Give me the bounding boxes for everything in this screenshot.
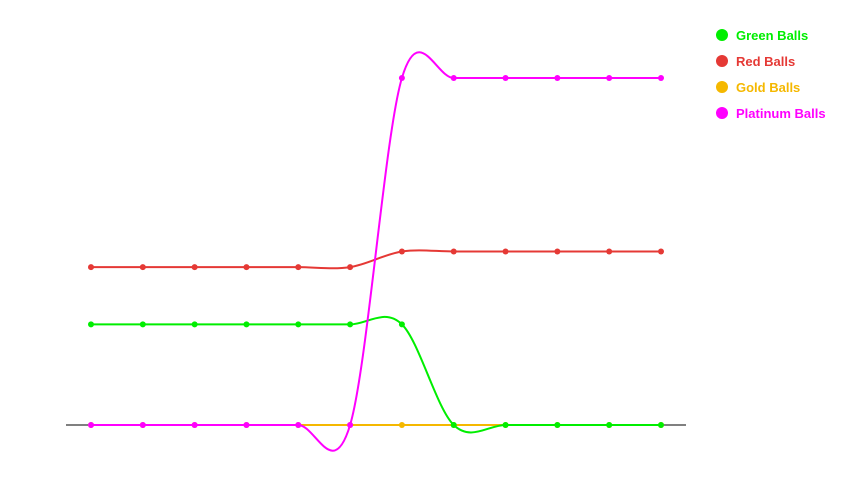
data-point-platinum-balls[interactable]: [658, 75, 664, 81]
data-point-green-balls[interactable]: [554, 422, 561, 428]
legend-label: Red Balls: [736, 53, 796, 69]
data-point-green-balls[interactable]: [450, 422, 457, 428]
data-point-platinum-balls[interactable]: [139, 422, 146, 428]
legend-item-red-balls[interactable]: Red Balls: [716, 48, 826, 74]
data-point-red-balls[interactable]: [606, 248, 613, 255]
data-point-platinum-balls[interactable]: [347, 422, 354, 428]
data-point-platinum-balls[interactable]: [295, 422, 302, 428]
data-point-green-balls[interactable]: [658, 422, 664, 428]
data-point-platinum-balls[interactable]: [88, 422, 94, 428]
data-point-red-balls[interactable]: [347, 264, 354, 271]
data-point-platinum-balls[interactable]: [243, 422, 250, 428]
legend-swatch: [716, 107, 728, 119]
data-point-red-balls[interactable]: [554, 248, 561, 255]
data-point-platinum-balls[interactable]: [502, 75, 509, 81]
series-layer: [88, 51, 664, 452]
legend-swatch: [716, 29, 728, 41]
data-point-red-balls[interactable]: [658, 248, 664, 255]
legend-item-green-balls[interactable]: Green Balls: [716, 22, 826, 48]
data-point-red-balls[interactable]: [243, 264, 250, 271]
legend-label: Green Balls: [736, 27, 809, 43]
legend-swatch: [716, 55, 728, 67]
data-point-platinum-balls[interactable]: [606, 75, 613, 81]
data-point-green-balls[interactable]: [606, 422, 613, 428]
data-point-gold-balls[interactable]: [398, 422, 405, 428]
data-point-green-balls[interactable]: [88, 321, 94, 328]
data-point-red-balls[interactable]: [502, 248, 509, 255]
legend-swatch: [716, 81, 728, 93]
series-line-platinum-balls: [90, 51, 661, 452]
data-point-green-balls[interactable]: [139, 321, 146, 328]
data-point-green-balls[interactable]: [502, 422, 509, 428]
data-point-red-balls[interactable]: [88, 264, 94, 271]
data-point-green-balls[interactable]: [243, 321, 250, 328]
data-point-green-balls[interactable]: [398, 321, 405, 328]
data-point-platinum-balls[interactable]: [191, 422, 198, 428]
data-point-platinum-balls[interactable]: [398, 75, 405, 81]
legend-item-gold-balls[interactable]: Gold Balls: [716, 74, 826, 100]
data-point-red-balls[interactable]: [191, 264, 198, 271]
data-point-red-balls[interactable]: [450, 248, 457, 255]
legend-item-platinum-balls[interactable]: Platinum Balls: [716, 100, 826, 126]
data-point-platinum-balls[interactable]: [450, 75, 457, 81]
data-point-green-balls[interactable]: [295, 321, 302, 328]
series-line-green-balls: [91, 315, 661, 434]
legend: Green Balls Red Balls Gold Balls Platinu…: [716, 22, 826, 126]
data-point-red-balls[interactable]: [139, 264, 146, 271]
data-point-green-balls[interactable]: [347, 321, 354, 328]
data-point-red-balls[interactable]: [295, 264, 302, 271]
legend-label: Platinum Balls: [736, 105, 826, 121]
legend-label: Gold Balls: [736, 79, 801, 95]
data-point-platinum-balls[interactable]: [554, 75, 561, 81]
data-point-red-balls[interactable]: [398, 248, 405, 255]
data-point-green-balls[interactable]: [191, 321, 198, 328]
